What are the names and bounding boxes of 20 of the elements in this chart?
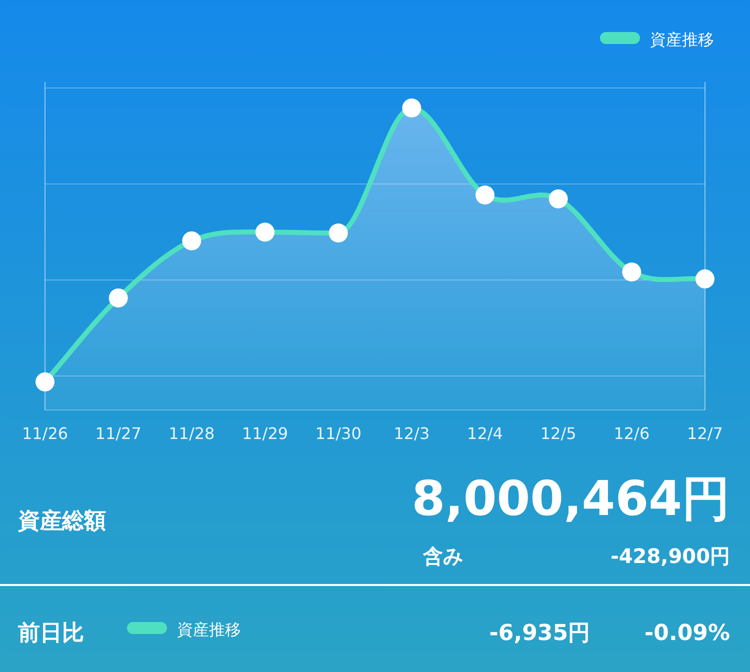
x-tick-label: 11/26 [22,424,68,443]
legend: 資産推移 [600,30,714,49]
x-tick-label: 12/5 [540,424,576,443]
text: -6,935円 [489,621,590,646]
x-tick-label: 11/30 [315,424,362,443]
x-tick-label: 12/6 [614,424,650,443]
legend-bottom: 資産推移 [127,620,241,639]
x-tick-label: 11/29 [242,424,288,443]
x-tick-label: 12/3 [394,424,430,443]
x-tick-label: 11/27 [95,424,142,443]
text: 資産総額 [17,508,106,534]
text: 前日比 [17,621,84,646]
x-tick-label: 11/28 [168,424,215,443]
text: -428,900円 [610,544,730,568]
text: 含み [422,544,463,568]
x-tick-label: 12/4 [467,424,503,443]
text: 8,000,464円 [412,471,730,527]
legend-label: 資産推移 [650,30,714,49]
text: -0.09% [644,621,730,646]
x-tick-label: 12/7 [687,424,723,443]
